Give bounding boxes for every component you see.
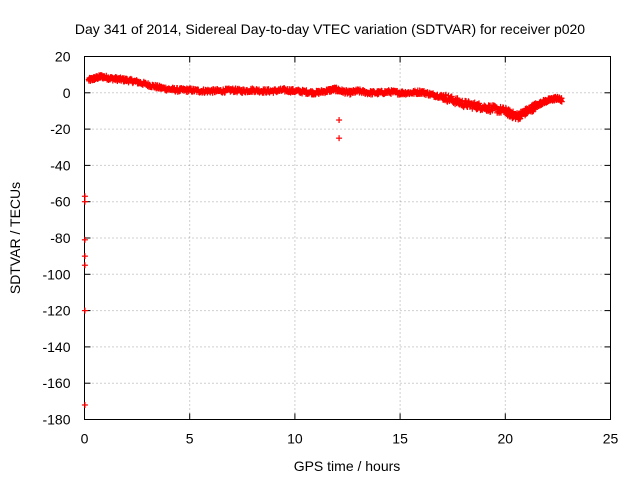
x-tick-label: 20 [498,431,514,447]
data-point-outlier [81,198,88,205]
data-point-outlier [336,135,343,142]
gridlines [84,56,611,420]
y-tick-label: -140 [42,339,70,355]
y-tick-label: -180 [42,412,70,428]
y-tick-label: -60 [50,194,70,210]
y-tick-label: 20 [55,49,71,65]
y-tick-label: 0 [63,85,71,101]
x-tick-label: 5 [186,431,194,447]
y-tick-labels: 20 0 -20 -40 -60 -80 -100 -120 -140 -160 -180 [42,49,70,428]
x-tick-label: 15 [392,431,408,447]
data-point-outlier [81,262,88,269]
y-tick-label: -20 [50,121,70,137]
y-tick-label: -100 [42,266,70,282]
data-point [558,98,565,105]
data-point-outlier [81,193,88,200]
y-axis-title: SDTVAR / TECUs [7,182,23,294]
data-point-outlier [81,253,88,260]
x-tick-label: 0 [81,431,89,447]
data-point-outlier [81,307,88,314]
x-tick-label: 10 [287,431,303,447]
x-tick-label: 25 [603,431,619,447]
y-tick-label: -80 [50,230,70,246]
data-point-outlier [81,236,88,243]
data-point-outlier [81,401,88,408]
y-tick-label: -120 [42,303,70,319]
y-tick-label: -160 [42,375,70,391]
data-series-p020 [81,72,565,408]
y-tick-label: -40 [50,157,70,173]
x-tick-labels: 0 5 10 15 20 25 [81,431,619,447]
x-axis-title: GPS time / hours [294,458,401,474]
data-point-outlier [336,117,343,124]
chart-title: Day 341 of 2014, Sidereal Day-to-day VTE… [75,21,585,37]
